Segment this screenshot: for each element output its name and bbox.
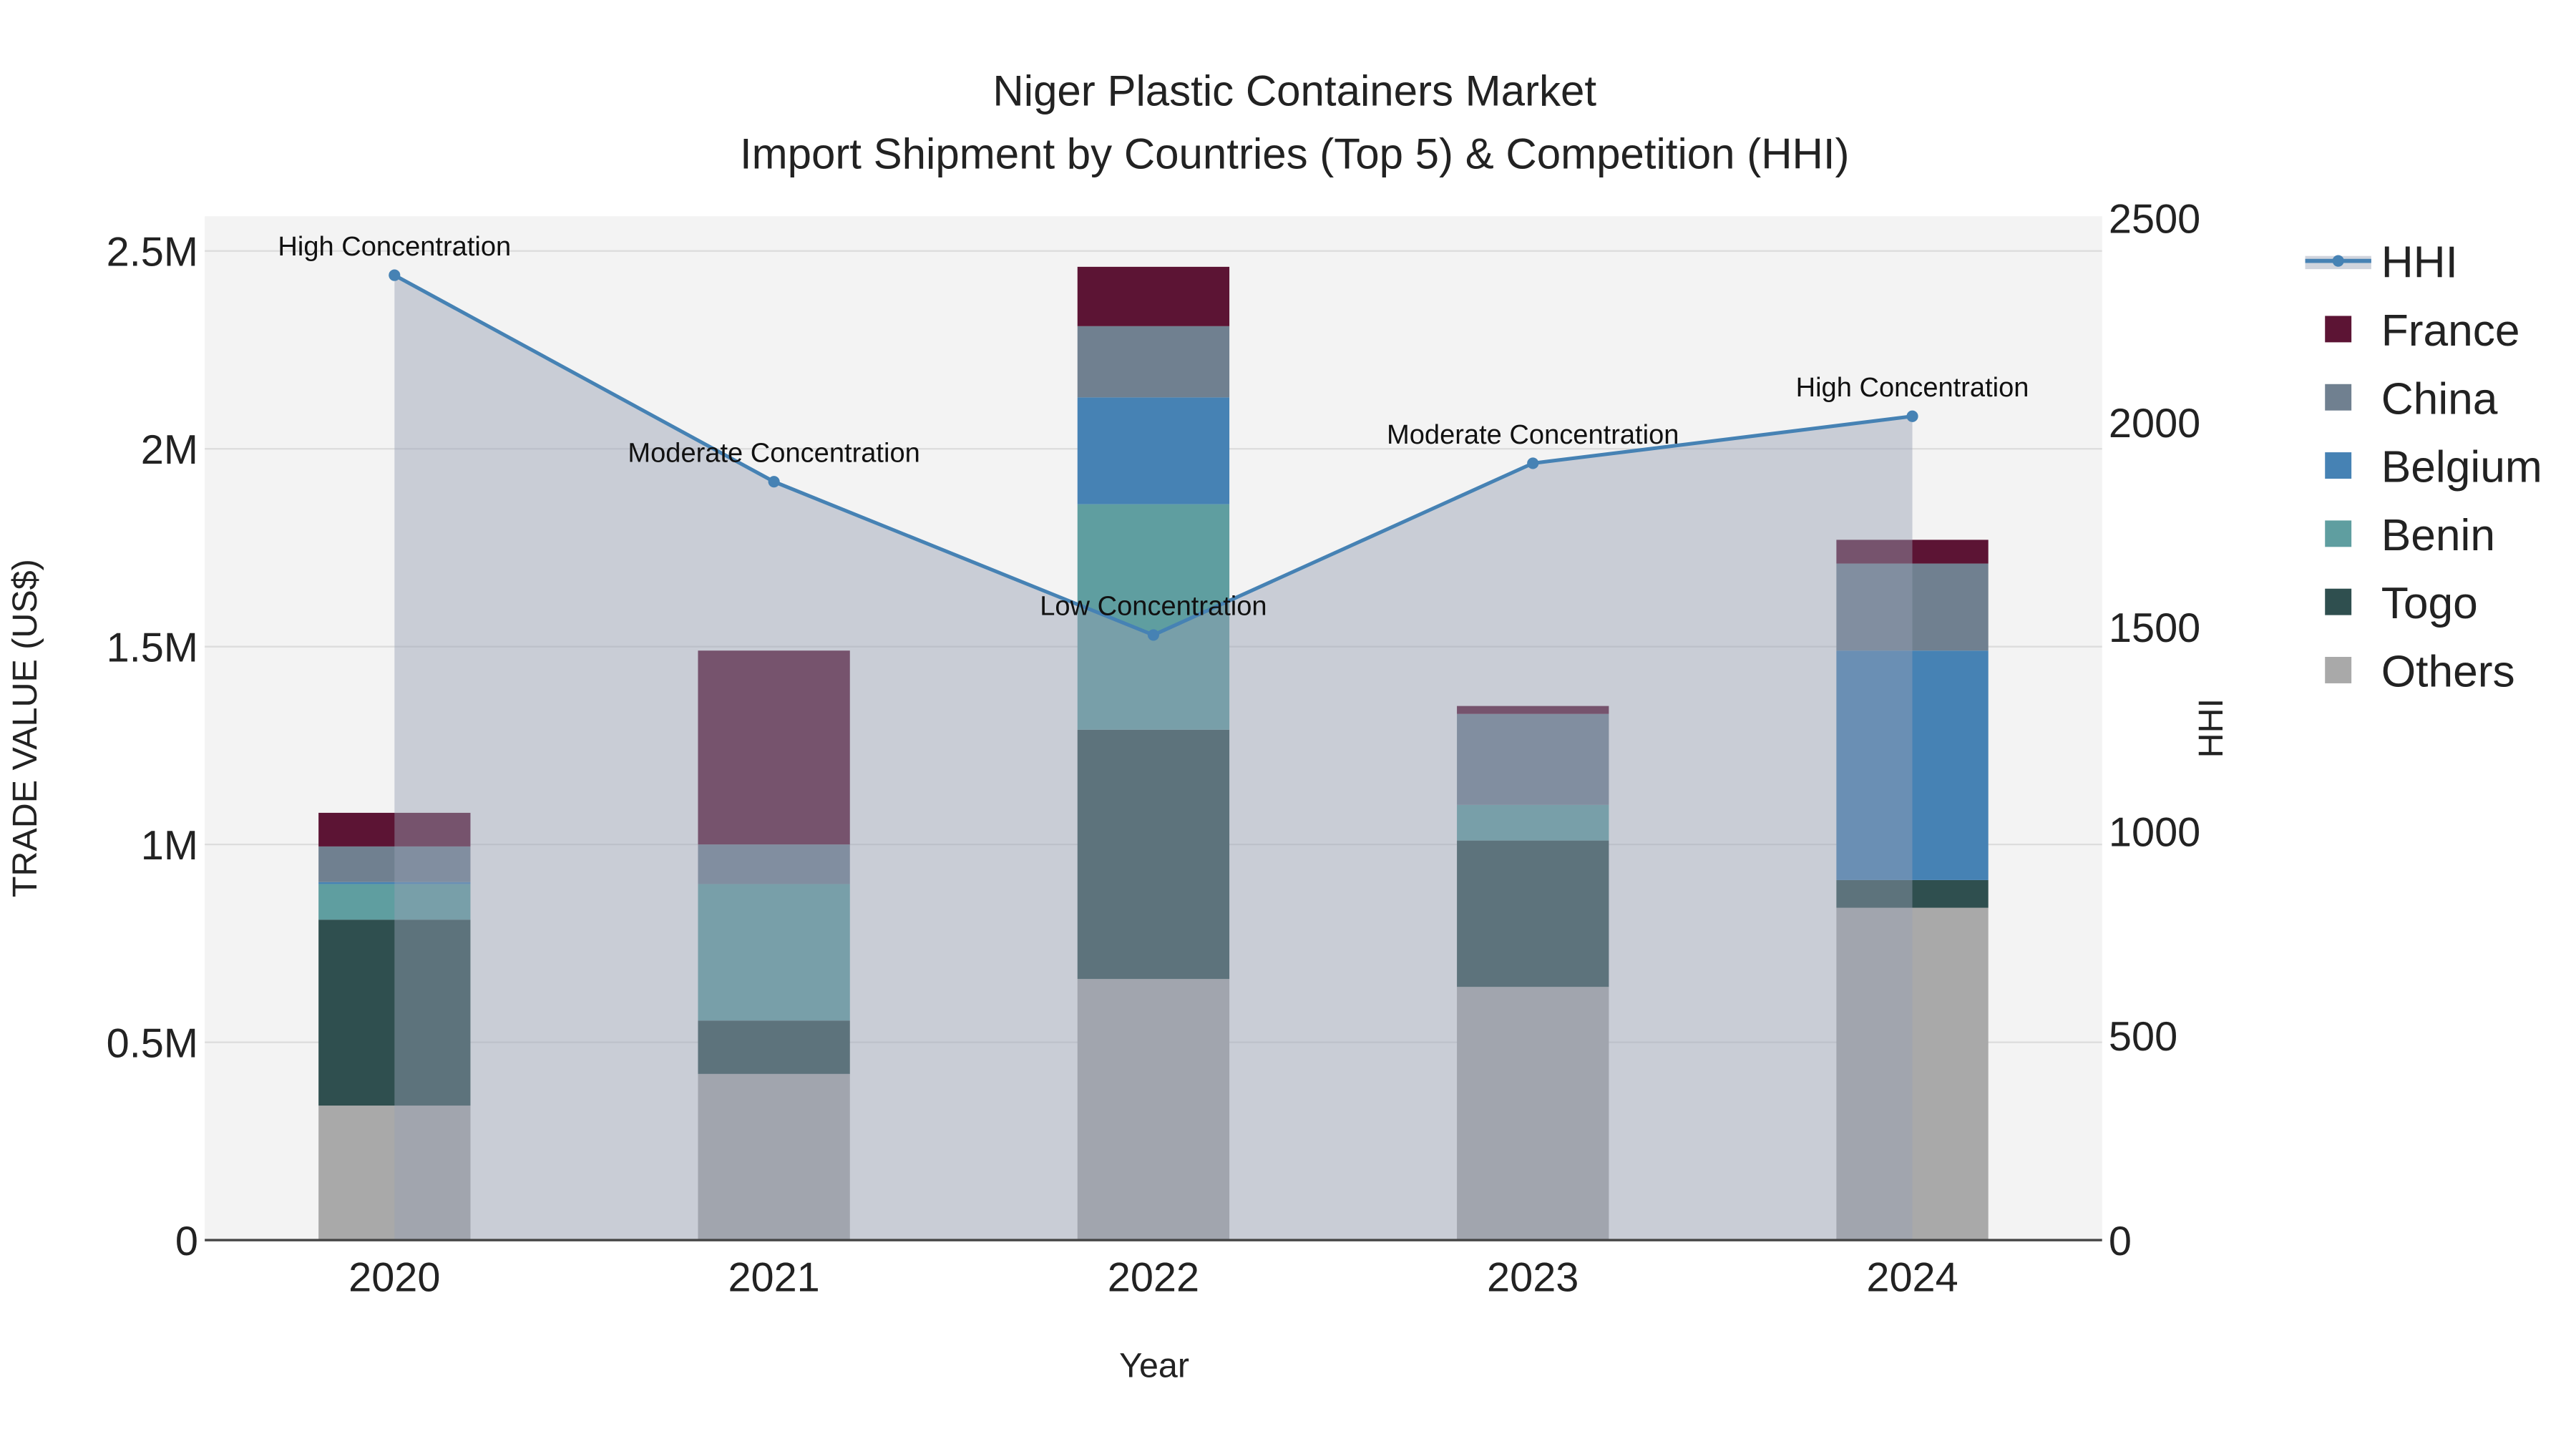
legend-swatch-france bbox=[2325, 316, 2352, 343]
legend-marker-hhi bbox=[2332, 255, 2344, 267]
bar-belgium-2024 bbox=[1836, 650, 1989, 880]
y2-tick-label: 2500 bbox=[2109, 196, 2200, 242]
y-tick-label: 1M bbox=[141, 823, 198, 869]
bar-togo-2021 bbox=[698, 1020, 850, 1074]
hhi-point bbox=[1527, 457, 1539, 469]
bar-china-2021 bbox=[698, 844, 850, 884]
hhi-point bbox=[1906, 410, 1918, 422]
y2-tick-label: 0 bbox=[2109, 1219, 2132, 1264]
bar-benin-2021 bbox=[698, 884, 850, 1021]
y-axis-label: TRADE VALUE (US$) bbox=[6, 559, 44, 897]
y2-tick-label: 1000 bbox=[2109, 809, 2200, 855]
chart-title-line1: Niger Plastic Containers Market bbox=[992, 67, 1596, 115]
bar-benin-2023 bbox=[1457, 804, 1609, 841]
y-axis-ticks: 0 0.5M 1M 1.5M 2M 2.5M bbox=[107, 230, 198, 1264]
hhi-annotation: Moderate Concentration bbox=[628, 438, 919, 468]
x-tick-label: 2020 bbox=[348, 1255, 440, 1301]
y-tick-label: 0 bbox=[175, 1219, 198, 1264]
bar-belgium-2022 bbox=[1077, 397, 1230, 504]
y-tick-label: 1.5M bbox=[107, 625, 198, 670]
bar-china-2020 bbox=[318, 846, 471, 882]
bar-china-2022 bbox=[1077, 326, 1230, 398]
bar-togo-2024 bbox=[1836, 879, 1989, 908]
x-tick-label: 2024 bbox=[1866, 1255, 1958, 1301]
x-tick-label: 2023 bbox=[1487, 1255, 1579, 1301]
hhi-annotation: Moderate Concentration bbox=[1387, 420, 1679, 450]
bar-others-2024 bbox=[1836, 907, 1989, 1241]
hhi-point bbox=[1147, 629, 1159, 641]
bar-france-2023 bbox=[1457, 706, 1609, 714]
bar-others-2023 bbox=[1457, 987, 1609, 1241]
legend-label: Benin bbox=[2381, 511, 2495, 560]
legend-label: Togo bbox=[2381, 579, 2478, 628]
legend-label: Others bbox=[2381, 648, 2515, 697]
hhi-series: High Concentration Moderate Concentration… bbox=[278, 232, 2029, 1241]
bar-others-2021 bbox=[698, 1073, 850, 1241]
legend-label: HHI bbox=[2381, 238, 2458, 288]
y-tick-label: 2M bbox=[141, 427, 198, 473]
bars bbox=[318, 266, 1989, 1241]
y2-axis-label: HHI bbox=[2192, 698, 2230, 758]
legend-label: France bbox=[2381, 306, 2520, 356]
bar-others-2022 bbox=[1077, 979, 1230, 1241]
bar-togo-2023 bbox=[1457, 840, 1609, 987]
bar-togo-2020 bbox=[318, 919, 471, 1106]
bar-benin-2022 bbox=[1077, 504, 1230, 730]
hhi-annotation: High Concentration bbox=[278, 232, 511, 262]
hhi-annotation: Low Concentration bbox=[1040, 592, 1267, 622]
x-axis-label: Year bbox=[1119, 1347, 1189, 1385]
x-tick-label: 2022 bbox=[1108, 1255, 1199, 1301]
bar-china-2024 bbox=[1836, 563, 1989, 651]
bar-togo-2022 bbox=[1077, 729, 1230, 980]
legend-swatch-china bbox=[2325, 384, 2352, 411]
y2-tick-label: 1500 bbox=[2109, 605, 2200, 651]
y-tick-label: 2.5M bbox=[107, 230, 198, 275]
y2-axis-ticks: 0 500 1000 1500 2000 2500 bbox=[2109, 196, 2200, 1264]
x-tick-label: 2021 bbox=[728, 1255, 819, 1301]
legend-label: Belgium bbox=[2381, 443, 2542, 492]
y2-tick-label: 2000 bbox=[2109, 401, 2200, 447]
hhi-point bbox=[768, 476, 780, 488]
legend-swatch-togo bbox=[2325, 588, 2352, 615]
bar-others-2020 bbox=[318, 1106, 471, 1241]
bar-china-2023 bbox=[1457, 713, 1609, 805]
legend: HHI France China Belgium Benin Togo Others bbox=[2305, 238, 2542, 697]
hhi-annotation: High Concentration bbox=[1796, 373, 2029, 403]
y2-tick-label: 500 bbox=[2109, 1014, 2177, 1060]
bar-france-2022 bbox=[1077, 266, 1230, 326]
bar-france-2021 bbox=[698, 650, 850, 845]
legend-swatch-others bbox=[2325, 657, 2352, 683]
bar-france-2024 bbox=[1836, 540, 1989, 564]
y-tick-label: 0.5M bbox=[107, 1020, 198, 1066]
bar-belgium-2020 bbox=[318, 882, 471, 884]
chart-title-line2: Import Shipment by Countries (Top 5) & C… bbox=[740, 130, 1850, 177]
bar-france-2020 bbox=[318, 812, 471, 847]
bar-benin-2020 bbox=[318, 884, 471, 920]
x-axis-ticks: 2020 2021 2022 2023 2024 bbox=[348, 1255, 1958, 1301]
legend-swatch-benin bbox=[2325, 520, 2352, 547]
hhi-area bbox=[394, 275, 1913, 1241]
legend-swatch-belgium bbox=[2325, 452, 2352, 479]
hhi-point bbox=[389, 269, 401, 281]
legend-label: China bbox=[2381, 374, 2498, 424]
